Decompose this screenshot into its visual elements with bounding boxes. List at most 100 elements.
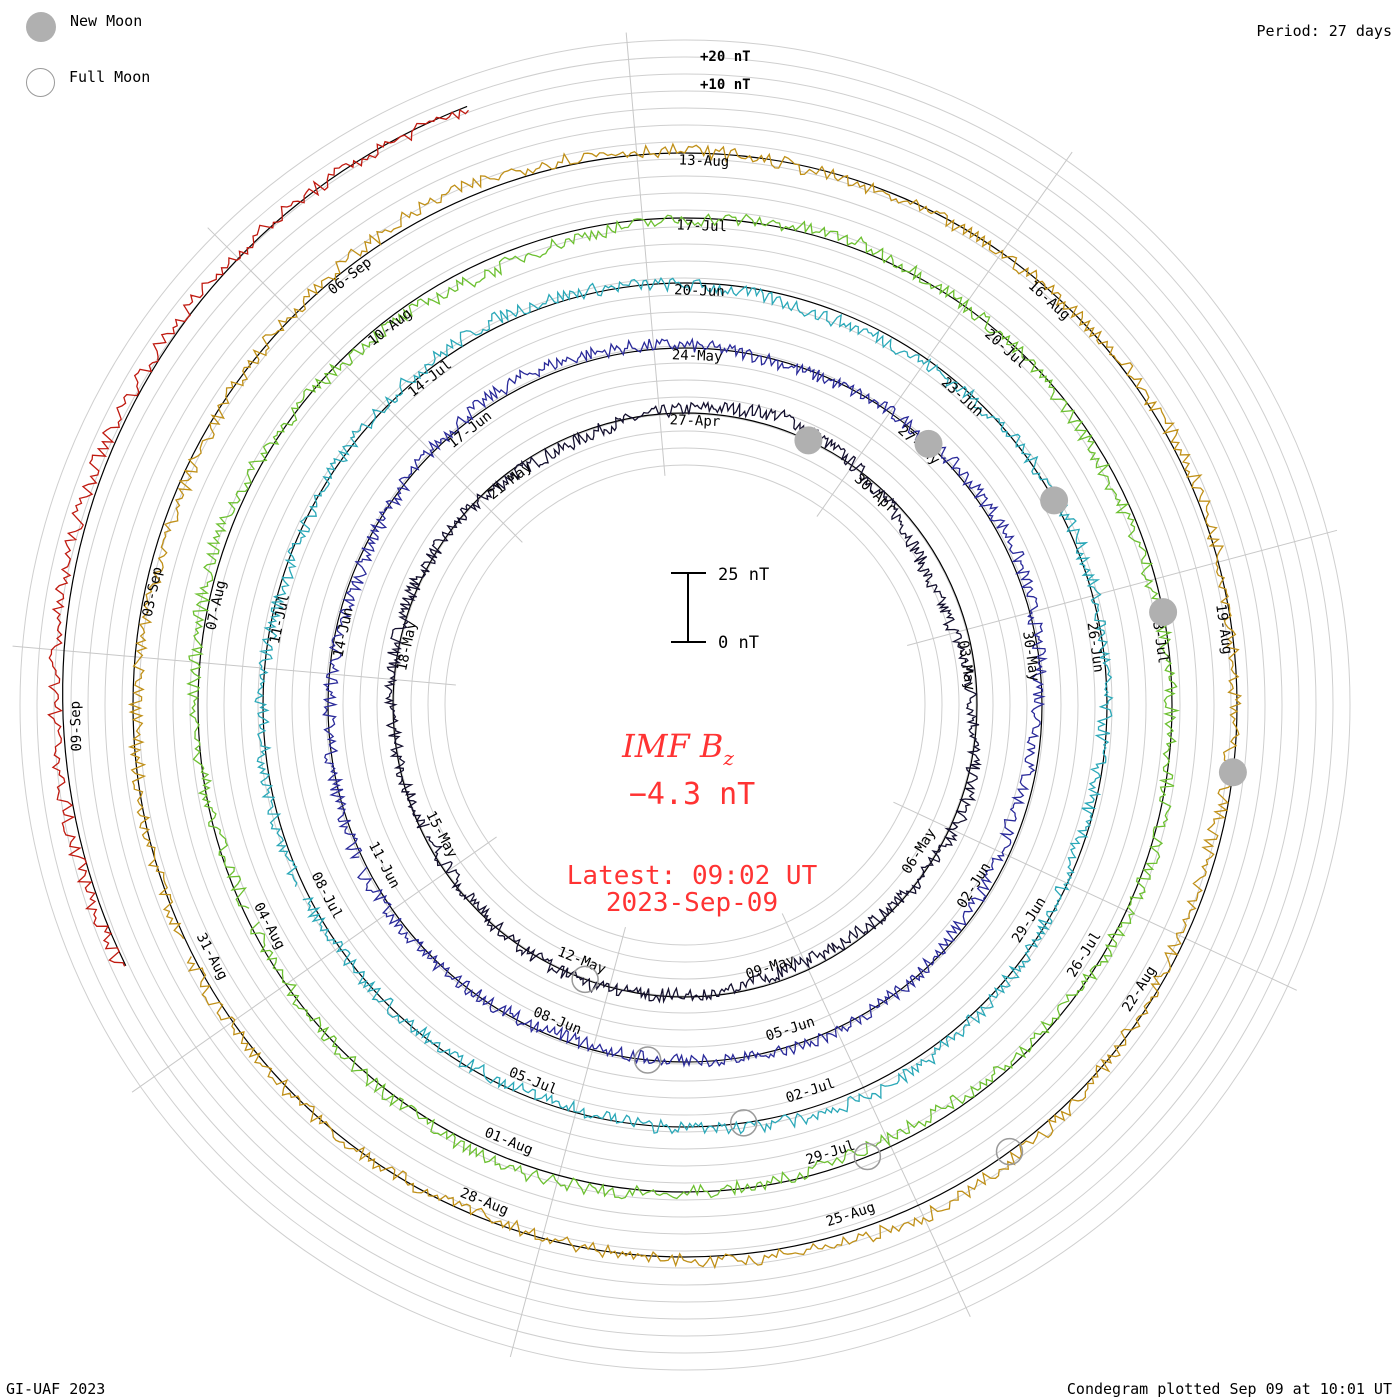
date-tick-label: 10-Aug xyxy=(365,306,415,350)
grid-spoke xyxy=(893,801,1297,991)
data-traces xyxy=(47,105,1243,1270)
grid-ring xyxy=(138,158,1232,1252)
date-tick-label: 07-Aug xyxy=(203,579,229,632)
current-value: −4.3 nT xyxy=(629,777,755,812)
date-tick-label: 08-Jul xyxy=(308,870,346,922)
date-tick-label: 13-Aug xyxy=(678,152,729,170)
grid-spoke xyxy=(509,927,626,1358)
latest-date: 2023-Sep-09 xyxy=(606,888,778,918)
parameter-title: IMF Bz xyxy=(621,727,734,770)
grid-spoke xyxy=(12,645,456,686)
grid-ring xyxy=(87,107,1283,1303)
date-tick-label: 20-Jun xyxy=(674,282,725,300)
series-trace xyxy=(383,400,983,1004)
full-moon-label: Full Moon xyxy=(69,67,151,86)
credit-label: GI-UAF 2023 xyxy=(6,1380,106,1398)
grid-ring xyxy=(240,260,1130,1150)
date-tick-label: 23-Jun xyxy=(938,374,986,420)
date-tick-label: 03-Sep xyxy=(140,565,166,618)
series-trace xyxy=(186,213,1181,1200)
grid-ring xyxy=(291,311,1079,1099)
full-moon-marker xyxy=(729,1109,758,1137)
grid-ring xyxy=(410,430,960,980)
date-tick-label: 03-May xyxy=(955,639,978,691)
period-label: Period: 27 days xyxy=(1256,22,1392,40)
date-tick-label: 09-Sep xyxy=(68,701,86,752)
series-baseline xyxy=(62,105,468,967)
moon-markers xyxy=(571,426,1247,1171)
grid-ring xyxy=(427,447,943,963)
date-tick-label: 30-Apr xyxy=(851,471,899,517)
grid-ring xyxy=(308,328,1062,1082)
full-moon-marker xyxy=(633,1046,662,1074)
grid-spoke xyxy=(816,151,1073,517)
grid-ring xyxy=(70,90,1300,1320)
series-trace xyxy=(47,108,469,967)
date-tick-label: 30-May xyxy=(1019,630,1042,682)
date-tick-label: 26-Jul xyxy=(1064,929,1104,980)
grid-ring xyxy=(189,209,1181,1201)
series-trace xyxy=(127,142,1243,1270)
date-tick-label: 17-Jul xyxy=(676,217,727,235)
grid-ring xyxy=(376,396,994,1014)
scale-bar-bottom-label: 0 nT xyxy=(718,633,759,653)
full-moon-marker xyxy=(853,1142,882,1171)
grid-spokes xyxy=(12,32,1338,1358)
date-tick-label: 11-Jun xyxy=(365,839,403,891)
date-tick-label: 19-Aug xyxy=(1212,603,1235,655)
parameter-subscript: z xyxy=(722,746,734,770)
grid-ring xyxy=(104,124,1266,1286)
date-tick-label: 16-Aug xyxy=(1025,278,1073,324)
latest-time: Latest: 09:02 UT xyxy=(567,861,818,891)
date-tick-label: 24-May xyxy=(672,347,723,365)
legend-new-moon: New Moon xyxy=(26,12,142,42)
grid-ring xyxy=(223,243,1147,1167)
new-moon-label: New Moon xyxy=(70,12,143,30)
new-moon-marker xyxy=(914,429,943,458)
outer-scale-10: +10 nT xyxy=(700,77,751,93)
date-tick-label: 27-Apr xyxy=(669,412,720,430)
grid-spoke xyxy=(131,836,497,1093)
grid-ring xyxy=(155,175,1215,1235)
plotted-timestamp: Condegram plotted Sep 09 at 10:01 UT xyxy=(1066,1380,1392,1398)
new-moon-icon xyxy=(26,12,56,42)
grid-ring xyxy=(274,294,1096,1116)
series-baseline xyxy=(197,217,1173,1193)
grid-ring xyxy=(19,39,1351,1371)
date-tick-label: 12-May xyxy=(555,944,608,978)
date-tick-label: 14-Jun xyxy=(331,606,357,659)
series-trace xyxy=(322,337,1048,1068)
grid-ring xyxy=(257,277,1113,1133)
tick-labels: 27-Apr30-Apr03-May06-May09-May12-May15-M… xyxy=(68,152,1236,1230)
grid-ring xyxy=(206,226,1164,1184)
full-moon-marker xyxy=(571,965,599,994)
grid-ring xyxy=(121,141,1249,1269)
parameter-name: IMF B xyxy=(621,727,723,765)
date-tick-label: 26-Jun xyxy=(1084,621,1107,673)
grid-ring xyxy=(342,362,1028,1048)
date-tick-label: 29-Jun xyxy=(1009,894,1049,945)
grid-ring xyxy=(172,192,1198,1218)
grid-spoke xyxy=(207,227,523,543)
legend-full-moon: Full Moon xyxy=(26,68,150,97)
full-moon-marker xyxy=(995,1137,1024,1166)
date-tick-label: 05-Jul xyxy=(506,1065,559,1099)
new-moon-marker xyxy=(1149,598,1178,627)
grid-spoke xyxy=(625,32,666,476)
scale-bar-top-label: 25 nT xyxy=(718,565,769,585)
scale-bar: 25 nT 0 nT xyxy=(671,565,769,653)
grid-ring xyxy=(444,464,926,946)
date-tick-label: 15-May xyxy=(422,809,460,861)
new-moon-marker xyxy=(1040,486,1069,515)
full-moon-icon xyxy=(26,68,55,97)
grid-rings xyxy=(19,39,1351,1371)
grid-spoke xyxy=(907,529,1338,646)
grid-ring xyxy=(53,73,1317,1337)
grid-ring xyxy=(36,56,1334,1354)
date-tick-label: 31-Aug xyxy=(193,931,231,983)
new-moon-marker xyxy=(1218,758,1247,787)
date-tick-label: 18-May xyxy=(394,620,420,673)
series-trace xyxy=(254,276,1114,1135)
grid-ring xyxy=(359,379,1011,1031)
